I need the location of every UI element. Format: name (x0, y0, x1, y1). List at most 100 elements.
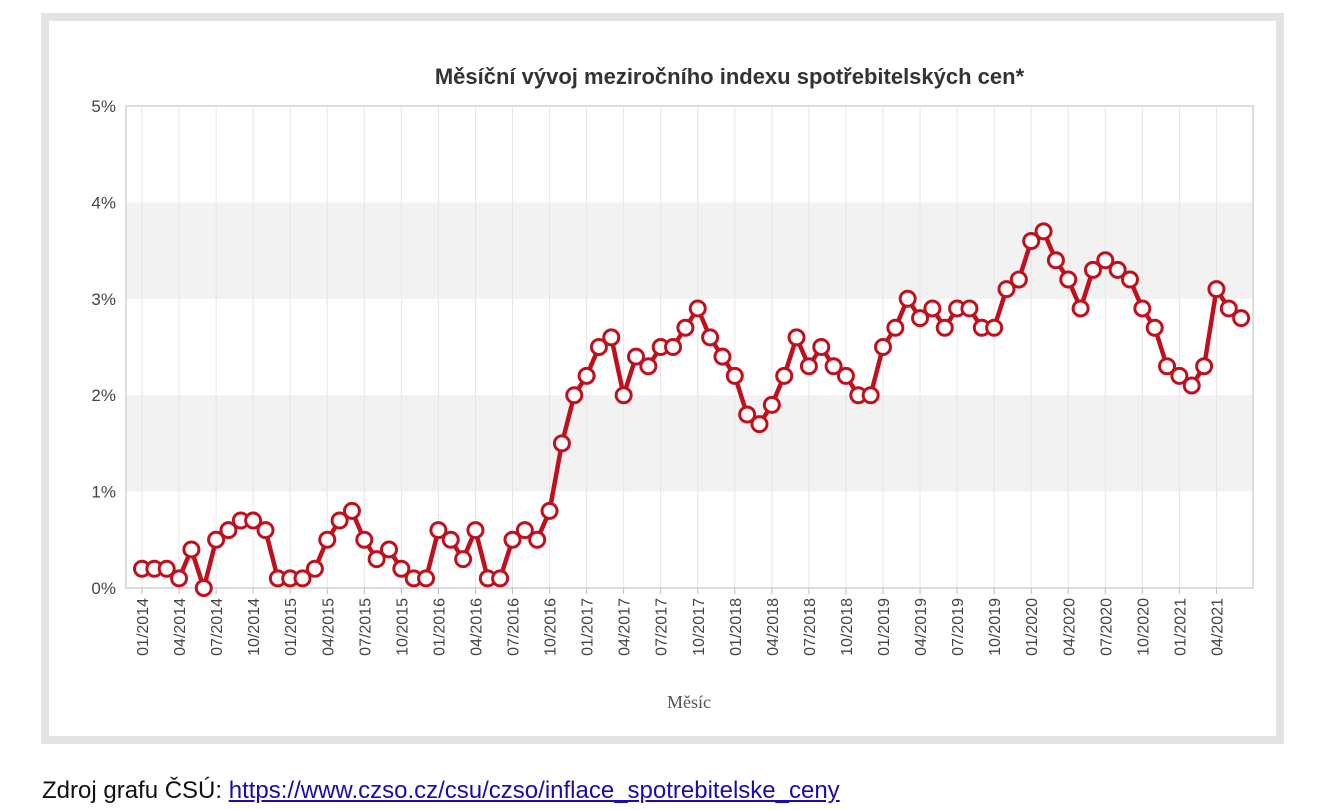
data-point (824, 357, 843, 376)
x-tick-label: 01/2017 (580, 598, 597, 656)
y-tick-label: 2% (91, 386, 116, 405)
data-point (429, 521, 448, 540)
data-point (787, 328, 806, 347)
data-point (293, 569, 312, 588)
data-point (244, 511, 263, 530)
data-point (1145, 318, 1164, 337)
chart-title: Měsíční vývoj meziročního indexu spotřeb… (435, 64, 1025, 89)
data-point (515, 521, 534, 540)
data-point (1059, 270, 1078, 289)
source-prefix: Zdroj grafu ČSÚ: (42, 777, 229, 804)
data-point (923, 299, 942, 318)
y-tick-label: 0% (91, 579, 116, 598)
data-point (1034, 222, 1053, 241)
data-point (725, 366, 744, 385)
data-point (1009, 270, 1028, 289)
x-tick-label: 01/2018 (728, 598, 745, 656)
x-tick-label: 04/2018 (765, 598, 782, 656)
data-point (441, 530, 460, 549)
data-point (1182, 376, 1201, 395)
data-point (540, 501, 559, 520)
data-point (701, 328, 720, 347)
data-point (330, 511, 349, 530)
data-point (1022, 231, 1041, 250)
data-point (627, 347, 645, 366)
chart: 0% 1% 2% 3% 4% 5% 01/2014 04/2014 07/2014 10/2014… (91, 64, 1254, 712)
x-axis-label: Měsíc (667, 692, 711, 712)
data-point (577, 366, 596, 385)
data-point (157, 559, 176, 578)
data-point (960, 299, 979, 318)
data-point (799, 357, 818, 376)
x-tick-label: 10/2020 (1135, 598, 1152, 656)
data-point (454, 550, 473, 569)
x-tick-label: 01/2015 (283, 598, 300, 656)
data-point (170, 569, 189, 588)
x-tick-label: 01/2021 (1172, 598, 1189, 656)
x-tick-label: 10/2015 (394, 598, 411, 656)
data-point (503, 530, 522, 549)
data-point (318, 530, 337, 549)
data-point (639, 357, 658, 376)
data-point (985, 318, 1004, 337)
data-point (565, 386, 584, 405)
data-point (256, 521, 275, 540)
data-point (1207, 280, 1226, 299)
data-point (602, 328, 621, 347)
data-point (182, 540, 201, 559)
x-tick-label: 04/2015 (320, 598, 337, 656)
data-point (898, 289, 917, 308)
data-point (997, 280, 1016, 299)
grid-band (126, 395, 1253, 492)
data-point (1133, 299, 1152, 318)
source-link[interactable]: https://www.czso.cz/csu/czso/inflace_spo… (228, 777, 840, 804)
x-tick-label: 07/2016 (506, 598, 523, 656)
x-tick-label: 07/2014 (209, 598, 226, 656)
data-point (589, 338, 608, 356)
data-point (466, 521, 485, 540)
data-point (911, 309, 930, 328)
data-point (688, 299, 707, 318)
x-tick-label: 04/2014 (172, 598, 189, 656)
data-point (194, 579, 213, 597)
data-point (1121, 270, 1139, 289)
data-point (491, 569, 510, 588)
x-tick-label: 04/2020 (1061, 598, 1078, 656)
x-tick-label: 07/2020 (1098, 598, 1115, 656)
data-point (750, 415, 769, 434)
data-point (762, 395, 781, 414)
y-tick-label: 1% (91, 483, 116, 502)
x-tick-label: 10/2019 (987, 598, 1004, 656)
data-point (528, 530, 547, 549)
x-tick-label: 07/2019 (950, 598, 967, 656)
x-tick-label: 07/2017 (654, 598, 671, 656)
data-point (1232, 309, 1251, 328)
data-point (342, 501, 361, 520)
data-point (380, 540, 398, 559)
data-point (392, 559, 411, 578)
x-tick-label: 10/2014 (246, 598, 263, 656)
x-tick-label: 04/2016 (468, 598, 485, 656)
data-point (305, 559, 324, 578)
data-point (935, 318, 954, 337)
plot-border (125, 105, 1254, 589)
x-tick-label: 10/2016 (543, 598, 560, 656)
data-point (775, 366, 794, 385)
x-tick-label: 04/2019 (913, 598, 930, 656)
x-tick-label: 07/2015 (357, 598, 374, 656)
data-point (1170, 366, 1189, 385)
data-point (417, 569, 436, 588)
data-point (1195, 357, 1214, 376)
y-tick-label: 3% (91, 290, 116, 309)
data-point (664, 338, 683, 356)
chart-frame: 0% 1% 2% 3% 4% 5% 01/2014 04/2014 07/2014 10/2014… (41, 13, 1284, 744)
data-point (738, 405, 757, 424)
data-point (836, 366, 855, 385)
y-tick-label: 4% (91, 193, 116, 212)
data-point (1083, 260, 1102, 279)
y-tick-label: 5% (91, 97, 116, 116)
data-point (219, 521, 238, 540)
x-tick-label: 10/2018 (839, 598, 856, 656)
chart-panel: 0% 1% 2% 3% 4% 5% 01/2014 04/2014 07/2014 10/2014… (49, 21, 1276, 736)
data-point (874, 338, 892, 356)
